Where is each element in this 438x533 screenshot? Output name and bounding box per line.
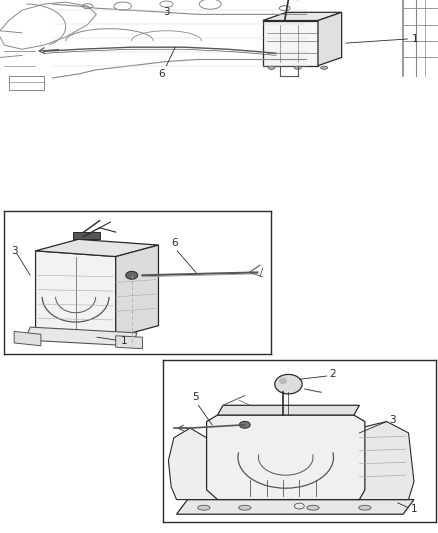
Ellipse shape [307,505,319,510]
Text: 3: 3 [389,415,396,425]
Text: 2: 2 [329,369,336,379]
Ellipse shape [239,422,250,428]
Polygon shape [35,239,159,256]
Text: 3: 3 [163,7,170,17]
Circle shape [294,66,301,69]
Text: 5: 5 [192,392,199,402]
Polygon shape [318,12,342,66]
Ellipse shape [126,271,138,279]
Ellipse shape [275,374,302,394]
Bar [73,232,100,239]
Ellipse shape [239,505,251,510]
Polygon shape [35,251,116,337]
Ellipse shape [279,378,287,384]
Polygon shape [218,405,360,415]
Text: 3: 3 [11,246,18,256]
Ellipse shape [359,505,371,510]
Text: 6: 6 [159,69,166,79]
Text: 1: 1 [411,504,418,514]
Polygon shape [116,336,142,349]
Ellipse shape [198,505,210,510]
Polygon shape [168,428,223,499]
Circle shape [268,66,275,69]
Polygon shape [14,332,41,346]
Polygon shape [207,415,365,499]
Polygon shape [263,12,342,20]
Bar [9,76,44,90]
Text: 1: 1 [121,336,128,346]
Polygon shape [116,245,159,337]
Bar [263,20,318,66]
Polygon shape [25,327,137,346]
Polygon shape [177,499,414,514]
Text: 6: 6 [171,238,178,248]
Circle shape [321,66,328,69]
Text: 1: 1 [412,34,418,44]
Polygon shape [354,422,414,499]
